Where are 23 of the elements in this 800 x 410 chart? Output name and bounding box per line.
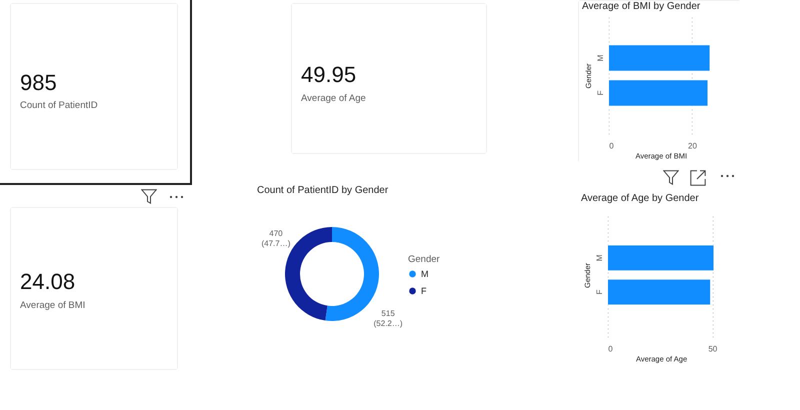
data-label: 24.08: [20, 269, 76, 294]
y-tick-label: M: [595, 254, 604, 262]
chart-title: Average of Age by Gender: [581, 193, 700, 204]
data-label: 515 (52.2…): [374, 309, 403, 328]
category-label: Average of Age: [301, 93, 366, 104]
legend-title: Gender: [408, 254, 440, 265]
x-tick-label: 50: [708, 344, 718, 354]
data-label: 985: [20, 70, 57, 95]
data-label: 470 (47.7…): [261, 228, 291, 248]
y-tick-label: F: [595, 290, 604, 295]
x-tick-label: 0: [608, 344, 614, 354]
category-label: Average of BMI: [20, 300, 86, 311]
y-tick-label: M: [596, 54, 606, 62]
legend-label: M: [421, 269, 428, 279]
x-tick-label: 20: [688, 142, 698, 150]
chart-title: Count of PatientID by Gender: [257, 185, 389, 196]
y-tick-label: F: [596, 90, 606, 96]
chart-title: Average of BMI by Gender: [582, 1, 701, 12]
category-label: Count of PatientID: [20, 100, 98, 111]
donut-slice: [325, 227, 379, 321]
x-tick-label: 0: [609, 142, 614, 150]
data-label: 49.95: [301, 62, 356, 87]
legend-label: F: [421, 286, 427, 296]
